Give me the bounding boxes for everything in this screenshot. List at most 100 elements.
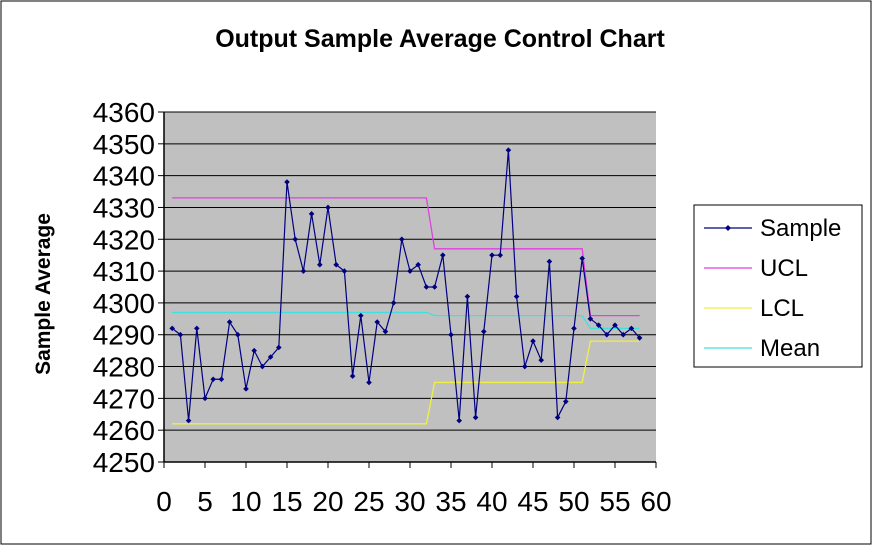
- data-point: [522, 363, 528, 370]
- data-point: [185, 417, 192, 424]
- data-point: [448, 331, 454, 338]
- y-tick-label: 4350: [93, 129, 155, 160]
- data-point: [530, 338, 536, 344]
- data-point: [423, 284, 430, 290]
- data-point: [194, 325, 200, 332]
- series-line-lcl: [172, 340, 640, 425]
- y-tick-label: 4290: [93, 320, 155, 351]
- data-point: [267, 354, 274, 360]
- data-point: [202, 395, 208, 402]
- legend-label-lcl: LCL: [760, 295, 804, 322]
- x-tick-label: 15: [271, 486, 302, 517]
- y-tick-label: 4340: [93, 161, 155, 192]
- data-point: [243, 386, 249, 392]
- data-point: [333, 261, 339, 268]
- data-point: [415, 261, 421, 268]
- data-point: [341, 268, 348, 274]
- data-point: [300, 268, 307, 274]
- data-point: [456, 417, 462, 424]
- data-point: [481, 328, 487, 335]
- legend: Sample UCL LCL Mean: [693, 204, 863, 368]
- data-point: [571, 325, 577, 332]
- data-point: [235, 331, 241, 338]
- data-point: [464, 293, 471, 300]
- data-point: [358, 312, 364, 319]
- data-point: [317, 261, 323, 268]
- data-point: [349, 373, 356, 379]
- data-point: [440, 252, 446, 258]
- x-tick-label: 20: [312, 486, 343, 517]
- data-point: [513, 293, 520, 300]
- data-point: [325, 204, 331, 211]
- gridlines: [164, 111, 656, 431]
- data-point: [382, 328, 389, 335]
- y-tick-label: 4320: [93, 224, 155, 255]
- legend-box: [693, 204, 863, 368]
- y-tick-label: 4300: [93, 288, 155, 319]
- series-group: [169, 147, 643, 425]
- data-point: [390, 300, 397, 306]
- data-point: [308, 211, 315, 217]
- series-line-sample: [171, 150, 641, 421]
- data-point: [472, 414, 479, 421]
- y-tick-label: 4310: [93, 256, 155, 287]
- x-tick-label: 35: [435, 486, 466, 517]
- x-tick-label: 60: [640, 486, 671, 517]
- data-point: [497, 252, 503, 258]
- x-tick-label: 10: [230, 486, 261, 517]
- x-tick-label: 55: [599, 486, 630, 517]
- data-point: [292, 236, 298, 243]
- data-point: [399, 236, 405, 243]
- data-point: [489, 252, 495, 258]
- data-point: [505, 147, 512, 153]
- data-point: [407, 268, 413, 274]
- data-point: [563, 398, 569, 405]
- data-point: [554, 414, 561, 421]
- y-tick-label: 4270: [93, 383, 155, 414]
- data-point: [218, 376, 225, 383]
- data-point: [595, 322, 602, 328]
- data-point: [546, 258, 553, 265]
- data-point: [628, 325, 635, 332]
- data-point: [366, 379, 372, 386]
- x-tick-label: 50: [558, 486, 589, 517]
- data-point: [284, 179, 290, 185]
- data-point: [612, 322, 618, 328]
- y-tick-label: 4280: [93, 352, 155, 383]
- y-tick-label: 4260: [93, 415, 155, 446]
- data-point: [259, 363, 266, 370]
- axes: 4250426042704280429043004310432043304340…: [93, 97, 672, 517]
- x-tick-label: 0: [156, 486, 172, 517]
- series-line-mean: [172, 311, 640, 330]
- data-point: [177, 331, 184, 338]
- x-tick-label: 30: [394, 486, 425, 517]
- legend-label-mean: Mean: [760, 335, 820, 362]
- chart-title: Output Sample Average Control Chart: [215, 25, 665, 53]
- data-point: [604, 331, 610, 338]
- y-tick-label: 4330: [93, 192, 155, 223]
- legend-label-ucl: UCL: [760, 255, 808, 282]
- data-point: [210, 376, 216, 383]
- data-point: [251, 347, 257, 354]
- x-tick-label: 25: [353, 486, 384, 517]
- y-tick-label: 4360: [93, 97, 155, 128]
- legend-marker-sample: [725, 225, 731, 231]
- y-axis-label: Sample Average: [32, 213, 55, 375]
- data-point: [538, 357, 544, 363]
- x-tick-label: 40: [476, 486, 507, 517]
- data-point: [226, 319, 233, 325]
- y-tick-label: 4250: [93, 447, 155, 478]
- x-tick-label: 5: [197, 486, 213, 517]
- data-point: [579, 255, 585, 262]
- x-tick-label: 45: [517, 486, 548, 517]
- data-point: [636, 335, 643, 341]
- data-point: [587, 316, 594, 322]
- data-point: [431, 284, 438, 290]
- data-point: [276, 344, 282, 351]
- series-line-ucl: [172, 197, 640, 317]
- data-point: [169, 325, 175, 332]
- data-point: [620, 331, 626, 338]
- plot-area: [164, 112, 656, 462]
